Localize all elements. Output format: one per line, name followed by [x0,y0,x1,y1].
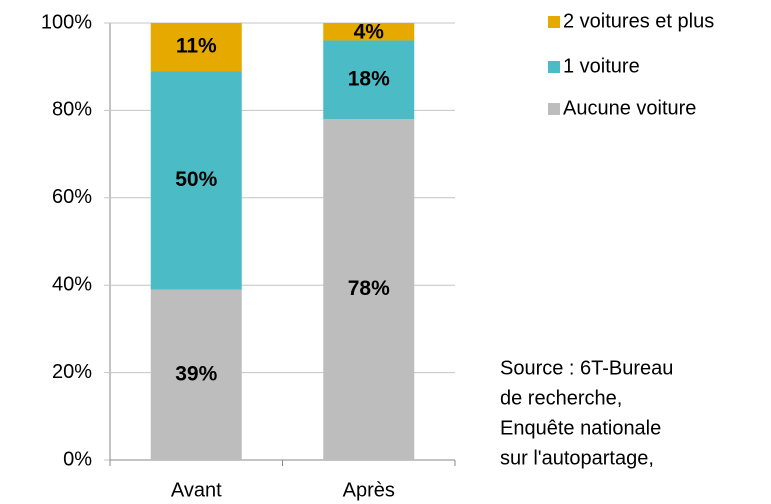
value-label: 4% [354,21,385,44]
y-tick-label: 40% [52,273,92,295]
y-tick-label: 80% [52,99,92,121]
y-tick-label: 0% [63,448,92,470]
y-tick-label: 60% [52,186,92,208]
value-label: 78% [348,277,390,300]
value-label: 18% [348,67,390,90]
legend-label: 2 voitures et plus [563,10,714,32]
bar-segment [150,289,242,460]
y-tick-label: 100% [41,11,92,33]
bar-segment [323,40,415,120]
legend-swatch [548,16,560,28]
legend-label: Aucune voiture [563,97,696,119]
source-note: sur l'autopartage, [500,447,654,469]
source-note: de recherche, [500,387,622,409]
bar-segment [150,23,242,72]
value-label: 11% [176,35,217,58]
source-note: Enquête nationale [500,417,661,439]
x-tick-label: Après [343,479,395,501]
bar-segment [323,119,415,460]
legend-swatch [548,61,560,73]
value-label: 50% [175,168,217,191]
legend-swatch [548,103,560,115]
bar-segment [323,23,415,41]
source-note: Source : 6T-Bureau [500,357,673,379]
x-tick-label: Avant [171,479,222,501]
value-label: 39% [175,362,217,385]
y-tick-label: 20% [52,361,92,383]
bar-segment [150,71,242,290]
legend-label: 1 voiture [563,55,640,77]
